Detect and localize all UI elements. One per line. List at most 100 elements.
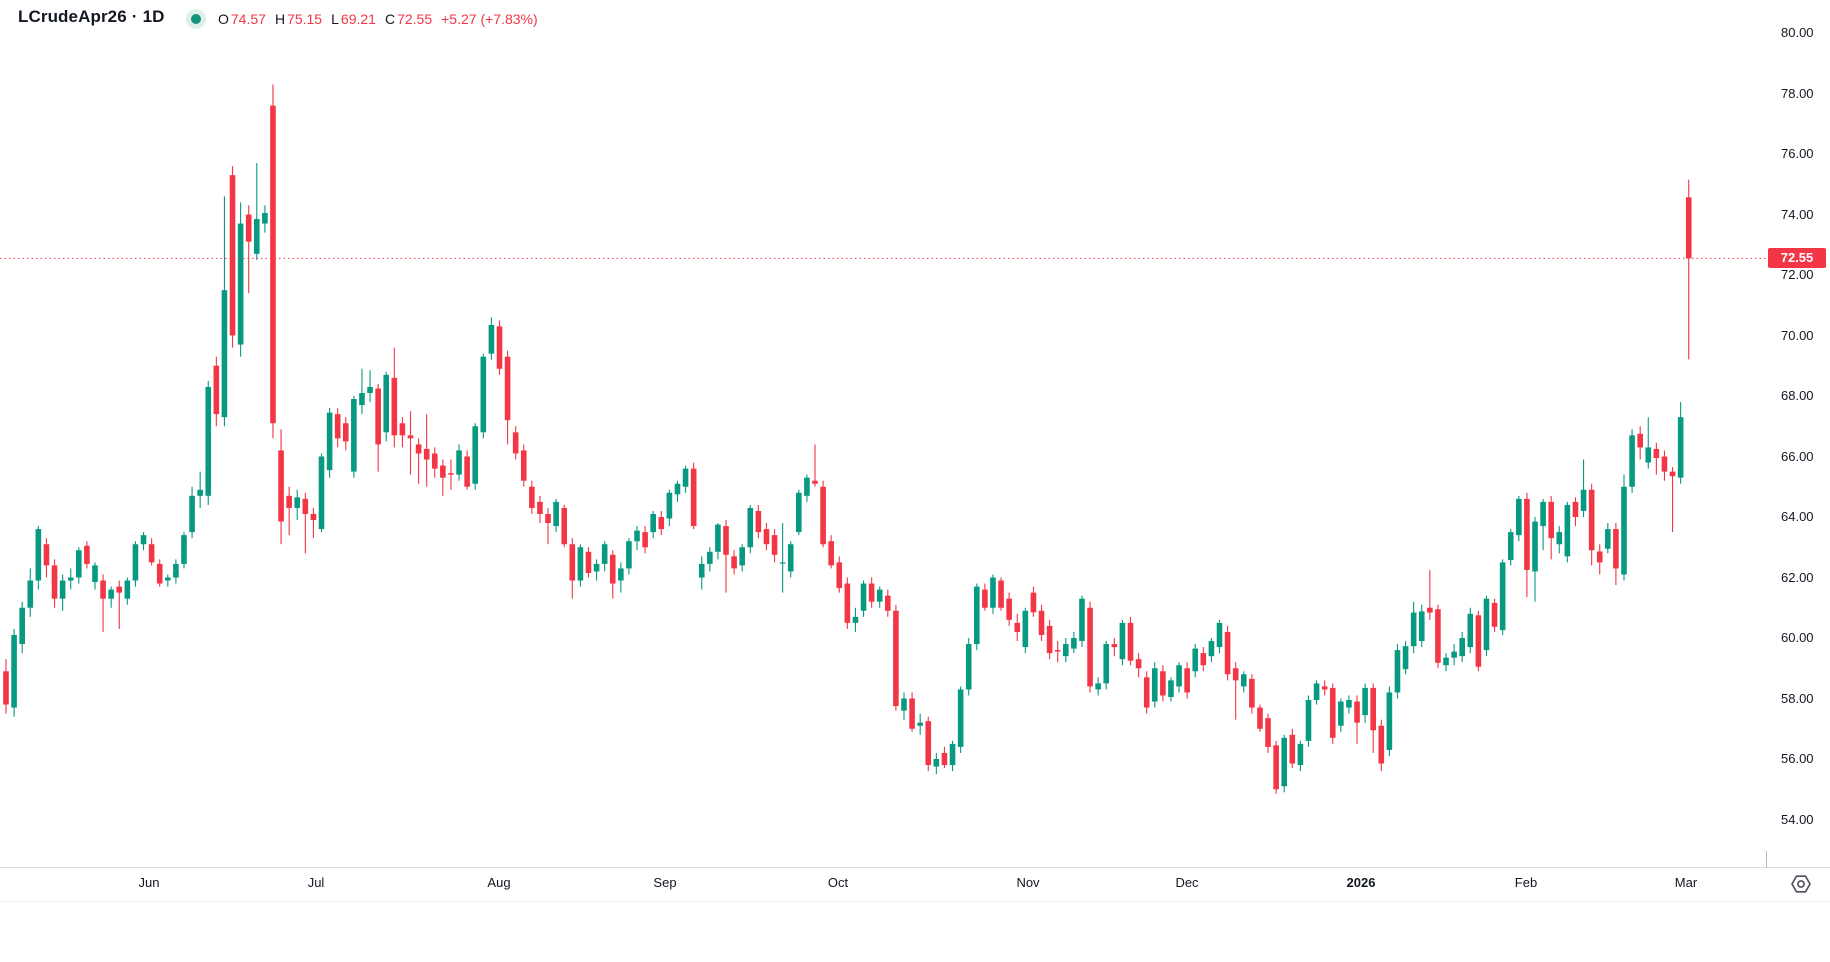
- candle: [1402, 641, 1409, 675]
- candle: [3, 659, 9, 714]
- candle: [496, 320, 503, 375]
- candle: [488, 317, 495, 360]
- candle: [1046, 619, 1053, 660]
- candle: [1596, 544, 1603, 575]
- candle: [1095, 677, 1101, 696]
- candle: [593, 559, 600, 581]
- ohlc-legend: O 74.57 H 75.15 L 69.21 C 72.55 +5.27 (+7.83%): [218, 11, 538, 27]
- candle: [1629, 429, 1635, 493]
- candle: [35, 526, 42, 590]
- candle: [561, 504, 568, 548]
- candle: [253, 163, 260, 260]
- candle: [990, 574, 996, 614]
- market-status-dot-icon[interactable]: [186, 9, 206, 29]
- price-tick-label: 58.00: [1781, 691, 1814, 706]
- candle: [84, 541, 90, 569]
- candle: [464, 450, 470, 490]
- candle: [1079, 595, 1085, 648]
- candle: [415, 438, 422, 484]
- candle: [1540, 498, 1546, 551]
- candle: [1669, 467, 1676, 533]
- candle: [431, 447, 438, 478]
- candle: [11, 628, 17, 717]
- candle: [569, 538, 576, 599]
- candle: [294, 489, 301, 521]
- change-value: +5.27 (+7.83%): [441, 11, 538, 27]
- candle: [1338, 698, 1344, 732]
- candle: [957, 686, 964, 753]
- candle: [747, 504, 754, 554]
- candle: [1443, 653, 1449, 672]
- candle: [351, 396, 357, 478]
- candle: [375, 383, 381, 472]
- symbol-name: LCrudeApr26: [18, 7, 127, 26]
- candle: [108, 586, 114, 608]
- candle: [181, 532, 187, 569]
- title-separator: ·: [131, 7, 138, 26]
- candle: [933, 752, 940, 775]
- candle: [302, 492, 309, 554]
- candle: [189, 486, 195, 539]
- candle: [156, 559, 163, 587]
- candle: [359, 368, 365, 415]
- candle: [1313, 680, 1320, 705]
- interval-label: 1D: [142, 7, 165, 26]
- candle: [601, 541, 608, 572]
- time-tick-label: Dec: [1175, 875, 1199, 890]
- candle: [213, 356, 220, 427]
- high-value: 75.15: [287, 11, 323, 27]
- candle: [19, 601, 25, 654]
- time-axis-settings-button[interactable]: [1790, 873, 1812, 895]
- close-label: C: [384, 11, 396, 27]
- candle: [512, 426, 519, 460]
- candle: [529, 480, 535, 514]
- candle: [1216, 619, 1223, 654]
- candle: [245, 205, 252, 294]
- price-tick-label: 54.00: [1781, 812, 1814, 827]
- candle: [504, 350, 511, 445]
- candle: [1548, 495, 1554, 560]
- candle: [1224, 625, 1231, 681]
- symbol-title[interactable]: LCrudeApr26 · 1D: [18, 7, 165, 27]
- candle: [949, 740, 956, 772]
- candle: [836, 556, 843, 593]
- candle: [399, 417, 406, 448]
- candle: [1427, 570, 1433, 620]
- candle: [1111, 638, 1118, 657]
- candle: [1062, 638, 1069, 663]
- candle: [1451, 644, 1457, 666]
- candle: [844, 577, 851, 629]
- candle: [1119, 619, 1126, 666]
- candle: [787, 541, 794, 578]
- candle: [650, 510, 656, 539]
- candle: [1265, 713, 1271, 753]
- candle: [893, 604, 899, 711]
- candle: [197, 471, 203, 508]
- last-price-badge: 72.55: [1768, 248, 1826, 268]
- candle: [553, 498, 559, 533]
- candle: [820, 480, 826, 548]
- candle: [1386, 686, 1393, 756]
- candle: [1071, 631, 1077, 654]
- candle: [1329, 683, 1336, 744]
- candle: [739, 544, 745, 572]
- candle: [132, 541, 139, 587]
- candle: [100, 574, 106, 632]
- candle: [1677, 402, 1684, 484]
- candle: [423, 414, 430, 487]
- candle: [1200, 647, 1207, 672]
- candle: [941, 746, 948, 769]
- price-tick-label: 64.00: [1781, 509, 1814, 524]
- price-tick-label: 78.00: [1781, 86, 1814, 101]
- candle: [278, 429, 284, 545]
- candle: [1418, 604, 1425, 648]
- price-tick-label: 74.00: [1781, 207, 1814, 222]
- candle: [1613, 523, 1619, 586]
- candle: [707, 547, 713, 572]
- candle: [448, 459, 454, 490]
- candle: [1467, 607, 1474, 654]
- candle: [779, 523, 786, 593]
- candle: [974, 583, 980, 651]
- candle: [391, 347, 398, 448]
